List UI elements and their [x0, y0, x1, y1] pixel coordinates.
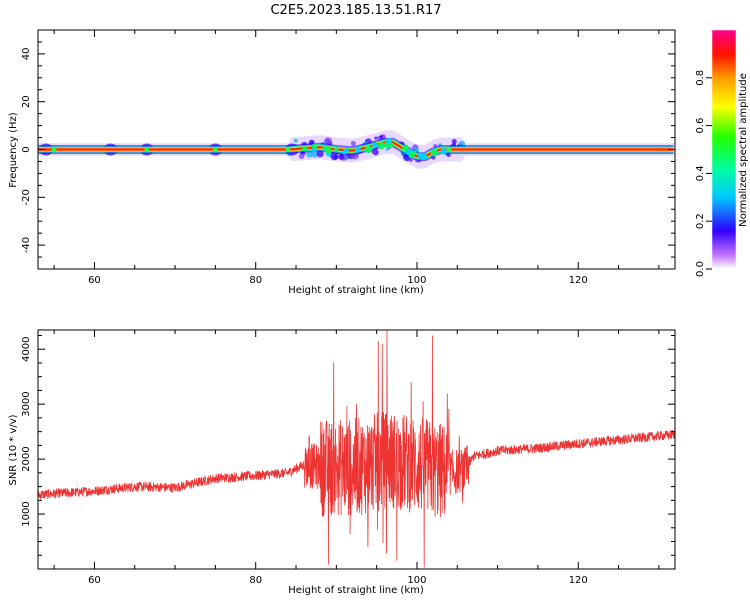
snr-xlabel: Height of straight line (km) — [288, 585, 424, 596]
snr-axes: 60 80 100 120 1000 2000 3000 4000 — [21, 330, 675, 586]
spectrogram-cell — [285, 147, 291, 152]
snr-ytick-label: 3000 — [21, 391, 32, 416]
snr-ytick-label: 2000 — [21, 446, 32, 471]
spectrogram-cell — [354, 146, 361, 153]
spectrogram-ytick-label: 20 — [21, 95, 32, 108]
spectrogram-cell — [293, 138, 298, 143]
spectrogram-axes: 60 80 100 120 -40 -20 0 20 40 — [21, 29, 675, 286]
spectrogram-ytick-label: 40 — [21, 48, 32, 61]
spectrogram-cell — [334, 147, 339, 153]
spectrogram-cell — [341, 149, 347, 155]
snr-ylabel: SNR (10 * v/v) — [8, 414, 19, 485]
spectrogram-cell — [338, 153, 345, 160]
spectrogram-cell — [364, 145, 373, 154]
spectrogram-panel: 60 80 100 120 -40 -20 0 20 40 Height of straight… — [8, 29, 676, 296]
snr-xtick-label: 60 — [88, 575, 101, 586]
colorbar-tick-label: 0.4 — [695, 165, 706, 181]
snr-ytick-label: 1000 — [21, 501, 32, 526]
snr-series-line — [38, 330, 675, 568]
spectrogram-xtick-label: 60 — [88, 275, 101, 286]
spectrogram-cell — [372, 142, 378, 149]
snr-xtick-label: 100 — [407, 575, 426, 586]
colorbar-gradient — [712, 30, 736, 269]
spectrogram-frame — [37, 29, 676, 270]
spectrogram-cell — [417, 152, 423, 158]
spectrogram-cell — [325, 147, 332, 155]
spectrogram-xtick-label: 120 — [569, 275, 588, 286]
spectrogram-ytick-label: 0 — [21, 146, 32, 152]
spectrogram-cell — [324, 137, 332, 146]
spectrogram-cell — [408, 152, 415, 159]
colorbar-frame — [711, 29, 737, 270]
spectrogram-heat-layer — [38, 130, 675, 169]
spectrogram-cell — [378, 142, 386, 150]
spectrogram-cell — [311, 151, 319, 158]
spectrogram-cell — [379, 135, 384, 139]
snr-xtick-label: 120 — [569, 575, 588, 586]
spectrogram-xlabel: Height of straight line (km) — [288, 285, 424, 296]
spectrogram-cell — [144, 147, 150, 152]
colorbar: 0.0 0.2 0.4 0.6 0.8 Normalized spectral ampl… — [695, 29, 749, 277]
spectrogram-xtick-label: 100 — [407, 275, 426, 286]
spectrogram-cell — [446, 147, 452, 152]
snr-frame — [37, 329, 676, 570]
spectrogram-cell — [298, 153, 305, 159]
spectrogram-cell — [330, 153, 338, 161]
spectrogram-cell — [311, 143, 318, 149]
colorbar-tick-label: 0.2 — [695, 213, 706, 229]
colorbar-tick-label: 0.8 — [695, 70, 706, 86]
spectrogram-cell — [350, 140, 356, 147]
snr-panel: 60 80 100 120 1000 2000 3000 4000 Height of str… — [8, 329, 676, 596]
spectrogram-ytick-label: -20 — [21, 189, 32, 205]
spectrogram-cell — [440, 148, 447, 155]
spectrogram-cell — [388, 141, 394, 148]
spectrogram-cell — [374, 136, 378, 140]
spectrogram-cell — [302, 146, 308, 152]
snr-xtick-label: 80 — [249, 575, 262, 586]
spectrogram-cell — [402, 144, 409, 152]
spectrogram-xtick-label: 80 — [249, 275, 262, 286]
spectrogram-cell — [51, 147, 57, 152]
colorbar-tick-label: 0.0 — [695, 261, 706, 277]
chart-title: C2E5.2023.185.13.51.R17 — [270, 3, 441, 18]
spectrogram-cell — [212, 147, 218, 152]
spectrogram-cell — [385, 147, 389, 151]
spectrogram-ytick-label: -40 — [21, 237, 32, 253]
spectrogram-cell — [451, 139, 457, 145]
colorbar-ticks: 0.0 0.2 0.4 0.6 0.8 — [695, 70, 712, 277]
snr-ytick-label: 4000 — [21, 337, 32, 362]
spectrogram-cell — [386, 137, 392, 144]
colorbar-label: Normalized spectral amplitude — [738, 73, 749, 227]
spectrogram-cell — [306, 150, 313, 158]
colorbar-tick-label: 0.6 — [695, 118, 706, 134]
spectrogram-ylabel: Frequency (Hz) — [8, 112, 19, 188]
spectrogram-cell — [430, 149, 439, 157]
